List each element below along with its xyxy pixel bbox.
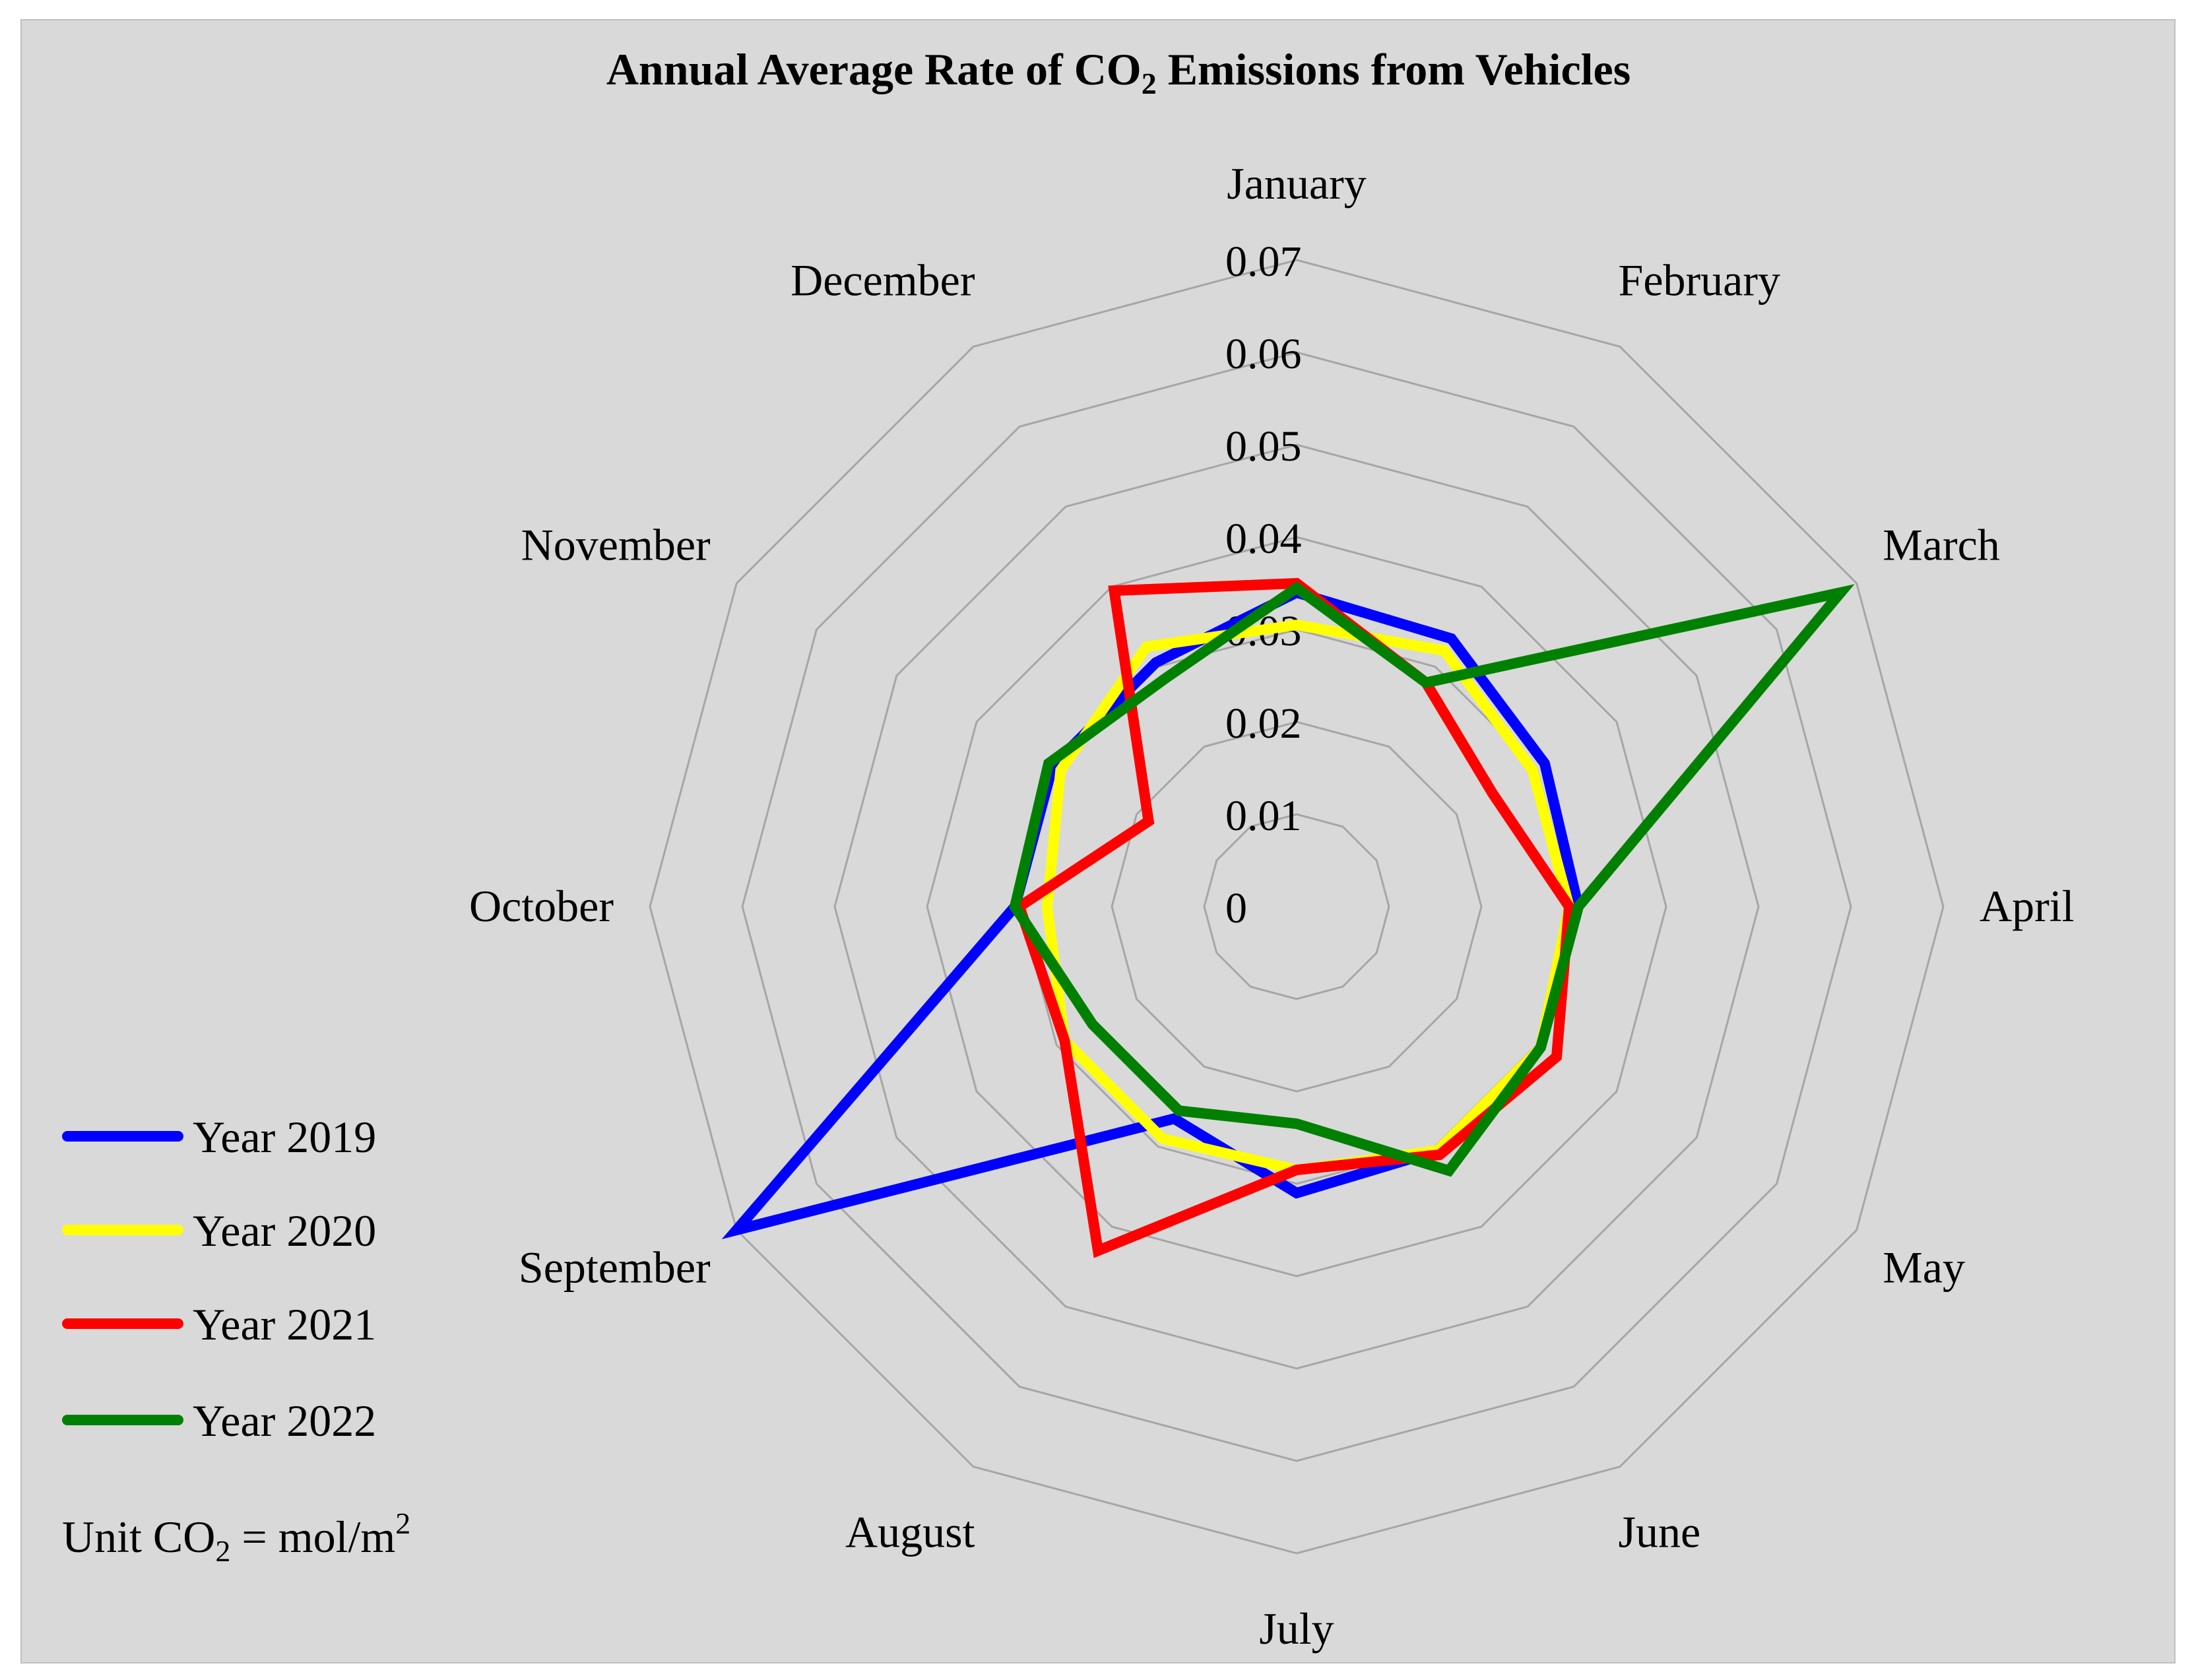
category-labels: January February March April May June July Augu… (469, 158, 2075, 1654)
chart-title-sub: 2 (1142, 67, 1157, 100)
category-label: October (469, 881, 614, 931)
category-label: December (791, 255, 975, 306)
legend-label-2022: Year 2022 (193, 1396, 376, 1446)
category-label: February (1619, 255, 1780, 306)
tick-label: 0.07 (1225, 238, 1302, 286)
legend-label-2021: Year 2021 (193, 1299, 376, 1349)
unit-note: Unit CO2 = mol/m2 (62, 1506, 410, 1568)
category-label: January (1227, 158, 1366, 209)
series-line (1009, 581, 1855, 1177)
grid-ring (1111, 721, 1483, 1093)
grid-ring (649, 259, 1945, 1555)
category-label: March (1883, 520, 1999, 570)
legend-label-2019: Year 2019 (193, 1112, 376, 1162)
chart-title: Annual Average Rate of CO2 Emissions fro… (606, 44, 1631, 100)
legend: Year 2019 Year 2020 Year 2021 Year 2022 (62, 1112, 376, 1446)
grid-ring (833, 443, 1760, 1370)
legend-item: Year 2022 (62, 1396, 376, 1446)
category-label: May (1883, 1243, 1965, 1293)
grid-ring (741, 351, 1852, 1462)
legend-item: Year 2021 (62, 1299, 376, 1349)
category-label: September (519, 1243, 711, 1293)
tick-label: 0.06 (1225, 330, 1302, 378)
series-line (1013, 577, 1575, 1258)
legend-label-2020: Year 2020 (193, 1206, 376, 1256)
unit-rest: = mol/m (230, 1512, 395, 1562)
series-lines (721, 577, 1855, 1258)
radar-grid (649, 259, 1945, 1555)
unit-sub: 2 (215, 1534, 230, 1568)
tick-label: 0.02 (1225, 699, 1302, 748)
legend-item: Year 2019 (62, 1112, 376, 1162)
chart-title-main: Annual Average Rate of CO (606, 44, 1142, 94)
legend-item: Year 2020 (62, 1206, 376, 1256)
grid-ring (1203, 813, 1390, 1000)
tick-label: 0 (1225, 884, 1247, 932)
category-label: June (1619, 1506, 1701, 1557)
category-label: April (1980, 881, 2075, 931)
chart-background (20, 19, 2176, 1664)
grid-ring (926, 536, 1667, 1277)
category-label: July (1259, 1603, 1334, 1654)
category-label: November (521, 520, 711, 570)
tick-label: 0.01 (1225, 792, 1302, 840)
unit-main: Unit CO (62, 1512, 215, 1562)
tick-label: 0.05 (1225, 422, 1302, 470)
unit-sup: 2 (395, 1506, 410, 1540)
category-label: August (845, 1506, 975, 1557)
chart-title-rest: Emissions from Vehicles (1157, 44, 1631, 94)
tick-label: 0.04 (1225, 515, 1302, 563)
